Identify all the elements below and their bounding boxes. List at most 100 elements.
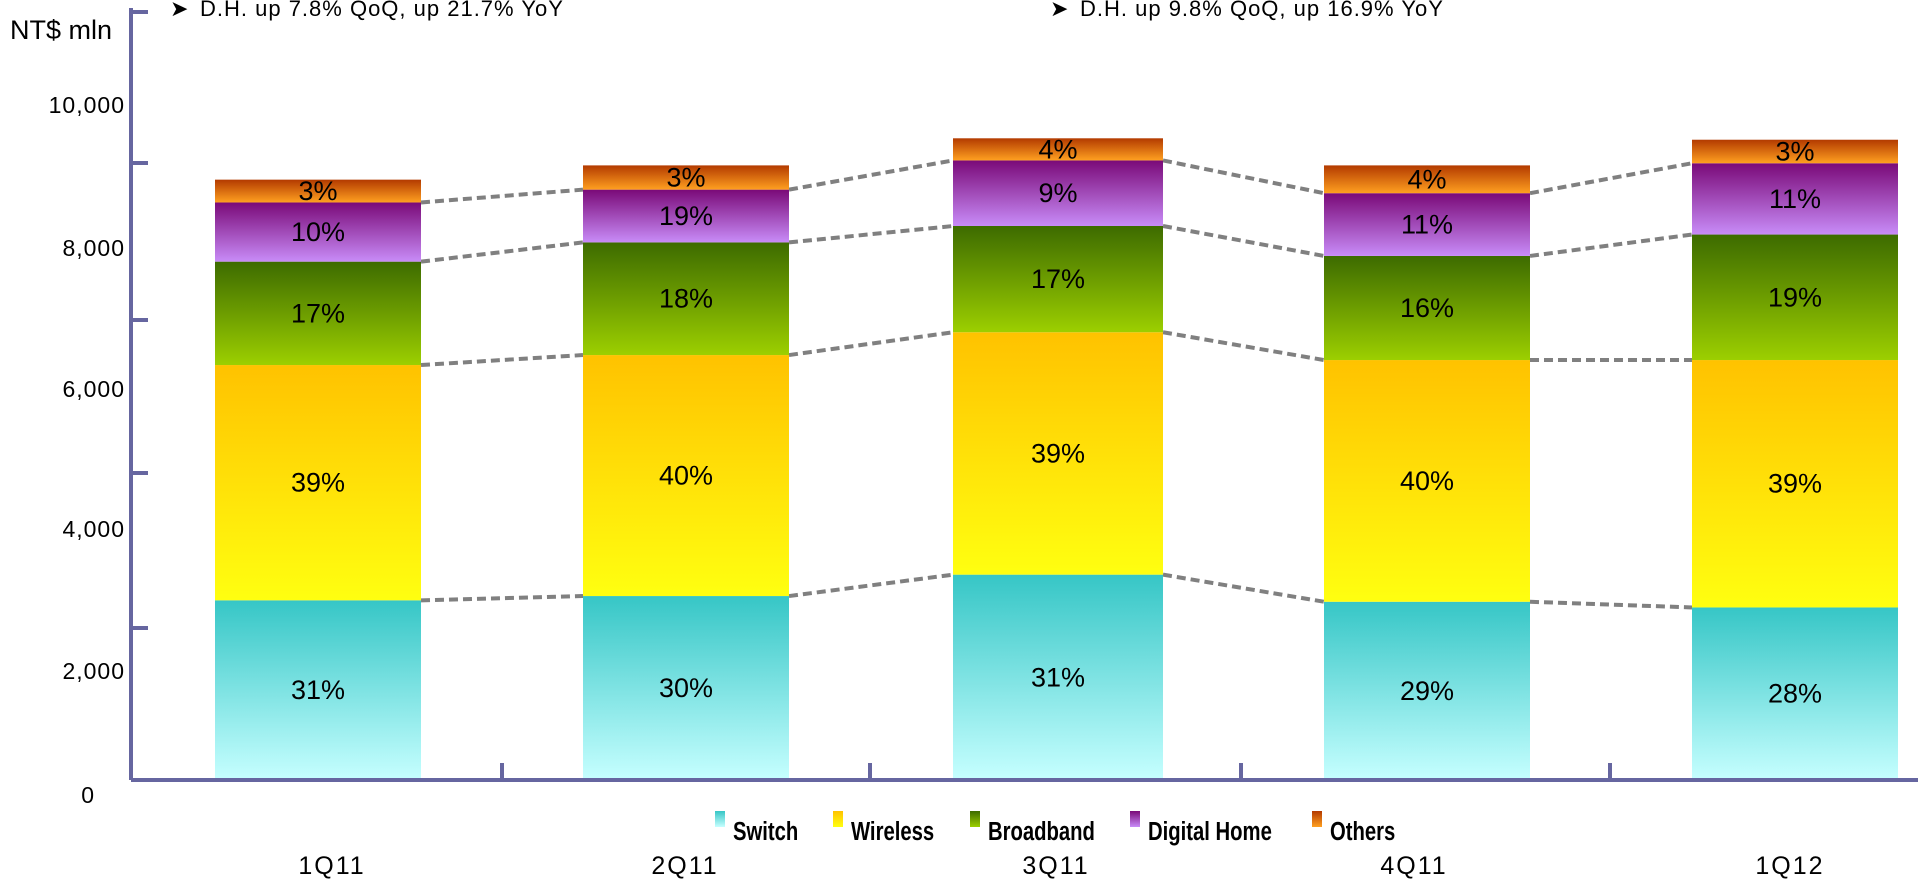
connector-line [788,224,954,245]
legend-label-others: Others [1330,817,1395,846]
legend-item-others: Others [1312,811,1395,846]
connector-line [1529,599,1693,610]
bar-switch-1q11 [215,600,421,780]
note-left-text: D.H. up 7.8% QoQ, up 21.7% YoY [200,0,564,21]
label-others-1q12: 3% [1775,136,1814,166]
label-wireless-2q11: 40% [659,461,713,491]
label-others-1q11: 3% [298,176,337,206]
connector-line [420,240,584,264]
label-digital-home-2q11: 19% [659,201,713,231]
connector-line [1162,224,1325,258]
label-switch-3q11: 31% [1031,662,1085,692]
legend-swatch-switch [715,811,725,827]
label-wireless-3q11: 39% [1031,438,1085,468]
x-tick-label-1q12: 1Q12 [1755,852,1824,879]
note-right: ➤ D.H. up 9.8% QoQ, up 16.9% YoY [1050,0,1444,21]
label-others-4q11: 4% [1407,164,1446,194]
label-wireless-1q11: 39% [291,468,345,498]
connector-line [420,187,584,205]
bar-wireless-1q11 [215,365,421,601]
bar-digital-home-1q12 [1692,163,1898,235]
legend-label-digital-home: Digital Home [1148,817,1272,846]
label-others-3q11: 4% [1038,134,1077,164]
x-tick-labels: 1Q11 2Q11 3Q11 4Q11 1Q12 [298,852,1824,879]
connector-line [420,353,584,368]
label-switch-2q11: 30% [659,673,713,703]
bar-wireless-3q11 [953,332,1163,575]
label-switch-1q11: 31% [291,675,345,705]
bar-wireless-1q12 [1692,360,1898,608]
y-tick-label: 2,000 [62,658,125,684]
bar-others-4q11 [1324,165,1530,194]
legend-label-wireless: Wireless [851,817,934,846]
bar-others-1q11 [215,179,421,203]
label-others-2q11: 3% [666,163,705,193]
connector-line [788,572,954,599]
connector-line [1162,158,1325,196]
legend-item-switch: Switch [715,811,798,846]
y-tick-label: 4,000 [62,516,125,542]
connector-lines [420,158,1693,610]
label-broadband-3q11: 17% [1031,264,1085,294]
label-switch-1q12: 28% [1768,679,1822,709]
label-broadband-2q11: 18% [659,284,713,314]
bar-switch-1q12 [1692,607,1898,780]
data-labels: 31% 39% 17% 10% 3% 30% 40% 18% 19% 3% 31% 39% 17% 9% 4… [291,134,1822,708]
legend-item-digital-home: Digital Home [1130,811,1272,846]
axes [129,8,1918,782]
label-wireless-1q12: 39% [1768,469,1822,499]
legend-label-broadband: Broadband [988,817,1095,846]
bar-others-3q11 [953,138,1163,161]
legend-swatch-digital-home [1130,811,1140,827]
bar-broadband-1q11 [215,261,421,366]
bars [215,138,1898,780]
label-digital-home-4q11: 11% [1401,210,1453,240]
legend-label-switch: Switch [733,817,798,846]
connector-line [1162,572,1325,604]
bar-switch-4q11 [1324,601,1530,780]
y-tick-labels: 0 2,000 4,000 6,000 8,000 10,000 [49,92,125,808]
label-digital-home-1q11: 10% [291,217,345,247]
x-tick-label-2q11: 2Q11 [651,852,718,879]
bar-switch-3q11 [953,574,1163,780]
y-tick-label: 10,000 [49,92,125,118]
bar-broadband-3q11 [953,225,1163,333]
bar-broadband-1q12 [1692,234,1898,361]
legend-swatch-wireless [833,811,843,827]
bar-digital-home-4q11 [1324,193,1530,256]
legend-item-wireless: Wireless [833,811,934,846]
connector-line [788,330,954,358]
label-switch-4q11: 29% [1400,676,1454,706]
legend-swatch-others [1312,811,1322,827]
bar-broadband-4q11 [1324,255,1530,361]
bar-switch-2q11 [583,596,789,780]
y-tick-label: 6,000 [62,376,125,402]
svg-text:➤: ➤ [170,0,189,21]
y-tick-label: 0 [81,782,95,808]
legend-item-broadband: Broadband [970,811,1095,846]
bar-broadband-2q11 [583,242,789,356]
legend: Switch Wireless Broadband Digital Home Other… [715,811,1395,846]
bar-digital-home-1q11 [215,202,421,262]
y-tick-label: 8,000 [62,235,125,261]
label-broadband-1q12: 19% [1768,282,1822,312]
connector-line [1529,161,1693,196]
bar-others-2q11 [583,165,789,190]
note-left: ➤ D.H. up 7.8% QoQ, up 21.7% YoY [170,0,564,21]
bar-digital-home-2q11 [583,189,789,243]
connector-line [1529,232,1693,258]
bar-digital-home-3q11 [953,160,1163,226]
note-right-text: D.H. up 9.8% QoQ, up 16.9% YoY [1080,0,1444,21]
connector-line [1162,330,1325,363]
label-broadband-1q11: 17% [291,298,345,328]
label-wireless-4q11: 40% [1400,466,1454,496]
label-digital-home-3q11: 9% [1038,178,1077,208]
x-tick-label-1q11: 1Q11 [298,852,365,879]
bar-others-1q12 [1692,139,1898,164]
label-digital-home-1q12: 11% [1769,184,1821,214]
bar-wireless-2q11 [583,355,789,597]
legend-swatch-broadband [970,811,980,827]
connector-line [420,594,584,603]
bar-wireless-4q11 [1324,360,1530,602]
